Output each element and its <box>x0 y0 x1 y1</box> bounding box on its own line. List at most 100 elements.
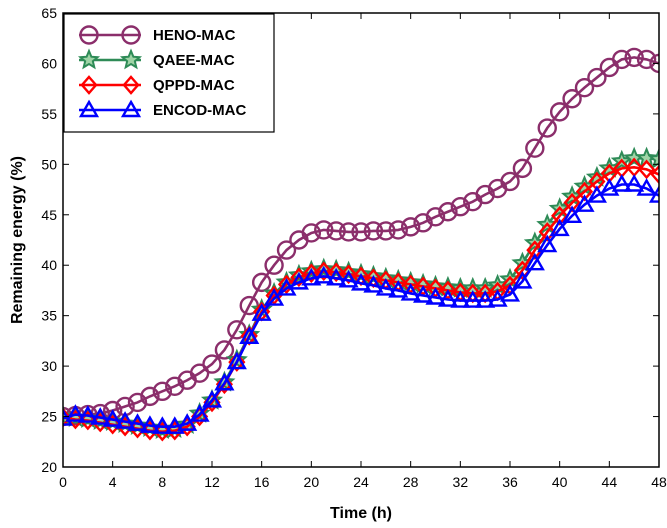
data-point <box>612 49 632 70</box>
data-point <box>315 261 333 282</box>
y-tick-label: 30 <box>41 358 57 374</box>
data-point <box>624 174 645 192</box>
data-point <box>189 404 210 422</box>
data-point <box>525 138 545 158</box>
data-point <box>177 413 198 431</box>
legend-item: HENO-MAC <box>79 25 236 45</box>
y-tick-label: 40 <box>41 257 57 273</box>
axis-layer: 0 4 8 12 16 20 24 28 32 36 40 44 4820253035404550556… <box>41 5 667 490</box>
legend-item: QPPD-MAC <box>79 75 235 95</box>
data-point <box>152 416 173 434</box>
x-axis-title: Time (h) <box>330 505 392 522</box>
data-point <box>363 274 384 293</box>
data-point <box>375 278 396 296</box>
data-point <box>562 205 583 223</box>
data-point <box>214 372 235 391</box>
data-point <box>201 389 223 408</box>
data-point <box>264 255 284 275</box>
x-tick-label: 36 <box>502 474 518 490</box>
data-point <box>388 280 409 298</box>
data-point <box>574 77 595 98</box>
x-tick-label: 32 <box>453 474 469 490</box>
y-tick-label: 25 <box>41 409 57 425</box>
y-tick-label: 55 <box>41 106 57 122</box>
data-point <box>450 197 471 217</box>
series-encod-mac <box>63 174 659 434</box>
x-tick-label: 16 <box>254 474 270 490</box>
data-point <box>649 53 659 74</box>
legend-marker <box>80 75 98 95</box>
y-tick-label: 35 <box>41 308 57 324</box>
y-axis-title: Remaining energy (%) <box>9 156 26 324</box>
series-line <box>63 183 659 428</box>
legend: HENO-MAC QAEE-MAC QPPD-MAC ENCOD-MAC <box>63 13 275 133</box>
legend-marker <box>121 25 141 45</box>
legend-item: ENCOD-MAC <box>78 99 246 119</box>
data-point <box>164 416 185 434</box>
legend-label: ENCOD-MAC <box>153 102 246 119</box>
data-point <box>388 220 408 240</box>
data-point <box>326 267 347 286</box>
data-point <box>648 185 659 203</box>
data-point <box>165 376 185 396</box>
data-point <box>636 49 657 70</box>
data-point <box>551 205 569 226</box>
data-point <box>413 213 433 233</box>
legend-marker <box>120 99 142 118</box>
data-point <box>637 159 656 180</box>
data-point <box>400 217 421 237</box>
data-point <box>636 178 657 196</box>
legend-item: QAEE-MAC <box>77 48 235 70</box>
data-point <box>549 102 570 122</box>
data-point <box>562 89 582 109</box>
data-point <box>313 265 334 284</box>
data-point <box>139 415 160 433</box>
x-tick-label: 44 <box>602 474 618 490</box>
data-point <box>574 194 595 212</box>
data-point <box>301 267 322 286</box>
x-tick-label: 28 <box>403 474 419 490</box>
data-point <box>400 283 421 301</box>
data-point <box>77 405 98 423</box>
data-point <box>500 171 520 192</box>
data-point <box>339 264 358 285</box>
data-point <box>314 220 334 240</box>
data-point <box>152 381 173 402</box>
legend-box <box>63 13 275 133</box>
data-point <box>264 288 285 306</box>
data-point <box>65 404 86 422</box>
data-point <box>499 284 521 302</box>
series-layer <box>63 47 659 442</box>
data-point <box>438 202 458 222</box>
data-point <box>276 240 297 260</box>
data-point <box>239 326 260 345</box>
data-point <box>526 240 544 260</box>
data-point <box>140 386 160 407</box>
data-point <box>350 272 372 291</box>
legend-marker <box>119 48 143 70</box>
x-tick-label: 20 <box>304 474 320 490</box>
data-point <box>338 222 359 242</box>
data-point <box>512 270 533 289</box>
legend-label: HENO-MAC <box>153 27 236 44</box>
data-point <box>611 174 632 192</box>
y-tick-label: 65 <box>41 5 57 21</box>
legend-label: QAEE-MAC <box>153 52 235 69</box>
data-point <box>437 289 458 307</box>
data-point <box>189 363 210 383</box>
data-point <box>326 221 346 241</box>
data-point <box>115 411 136 429</box>
data-point <box>462 290 483 308</box>
legend-marker <box>122 75 140 95</box>
y-tick-label: 60 <box>41 55 57 71</box>
data-point <box>650 164 659 185</box>
data-point <box>425 207 446 227</box>
data-point <box>228 352 246 372</box>
legend-label: QPPD-MAC <box>153 77 235 94</box>
data-point <box>102 409 123 427</box>
data-point <box>251 272 272 293</box>
legend-marker <box>79 25 99 45</box>
data-point <box>127 413 148 431</box>
x-tick-label: 24 <box>353 474 369 490</box>
